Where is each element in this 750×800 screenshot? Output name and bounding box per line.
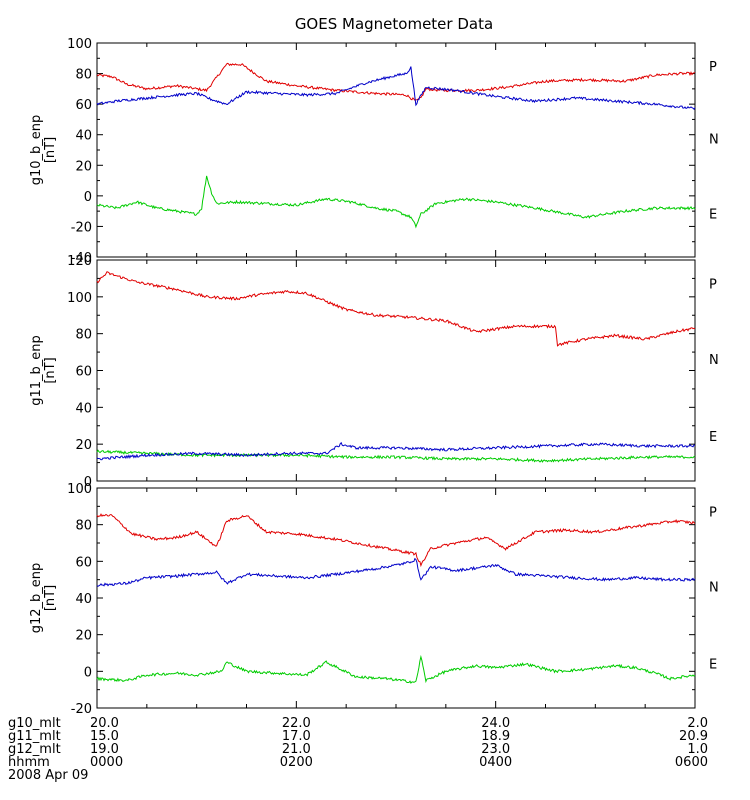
chart-title: GOES Magnetometer Data: [295, 15, 493, 33]
y-tick-label: 20: [75, 629, 92, 644]
x-tick-label: 20.0: [90, 716, 119, 731]
y-tick-label: 40: [75, 401, 92, 416]
y-tick-label: 60: [75, 365, 92, 380]
legend-label-e: E: [709, 657, 717, 672]
y-axis-unit: [nT]: [43, 137, 58, 163]
x-row-label: g11_mlt: [8, 729, 61, 744]
y-tick-label: 40: [75, 592, 92, 607]
series-line-e: [96, 557, 696, 587]
x-tick-label: 0000: [90, 755, 123, 770]
x-tick-label: 21.0: [282, 742, 311, 757]
y-axis-unit: [nT]: [43, 357, 58, 383]
series-line-e: [96, 66, 696, 110]
series-line-p: [96, 62, 696, 101]
y-tick-label: -20: [71, 220, 92, 235]
y-tick-label: 40: [75, 129, 92, 144]
x-tick-label: 0400: [479, 755, 512, 770]
panel-1: -40 -20 0 20 40 60 80 100 g10_b_enp [nT] P N E: [29, 37, 719, 266]
legend-label-n: N: [709, 133, 719, 148]
x-tick-label: 17.0: [282, 729, 311, 744]
date-label: 2008 Apr 09: [8, 768, 88, 783]
legend-label-e: E: [709, 207, 717, 222]
x-tick-label: 0600: [675, 755, 708, 770]
legend-label-p: P: [709, 60, 717, 75]
x-row-label: g10_mlt: [8, 716, 61, 731]
y-tick-label: 80: [75, 328, 92, 343]
y-axis-label: g10_b_enp: [29, 115, 44, 186]
series-line-p: [96, 271, 696, 347]
x-row-label: hhmm: [8, 755, 50, 770]
y-tick-label: 0: [84, 665, 92, 680]
y-tick-label: -40: [71, 251, 92, 266]
panel-3: -20 0 20 40 60 80 100 g12_b_enp [nT] P N E: [29, 482, 719, 717]
x-tick-label: 23.0: [481, 742, 510, 757]
x-tick-label: 22.0: [282, 716, 311, 731]
y-axis-label: g12_b_enp: [29, 563, 44, 634]
panel-frame: [96, 487, 696, 709]
series-line-e: [96, 441, 696, 461]
series-line-n: [96, 175, 696, 229]
y-tick-label: 60: [75, 555, 92, 570]
y-tick-label: 0: [84, 190, 92, 205]
legend-label-e: E: [709, 430, 717, 445]
y-axis-label: g11_b_enp: [29, 335, 44, 406]
y-tick-label: 0: [84, 475, 92, 490]
x-tick-label: 18.9: [481, 729, 510, 744]
series-line-p: [96, 513, 696, 568]
panel-2: 0 20 40 60 80 100 120 g11_b_enp [nT] P N E: [29, 254, 719, 490]
y-tick-label: 100: [67, 291, 92, 306]
x-tick-label: 1.0: [687, 742, 708, 757]
x-tick-label: 19.0: [90, 742, 119, 757]
panel-frame: [96, 42, 696, 258]
x-tick-label: 15.0: [90, 729, 119, 744]
x-tick-label: 24.0: [481, 716, 510, 731]
y-tick-label: 80: [75, 519, 92, 534]
x-row-label: g12_mlt: [8, 742, 61, 757]
y-tick-label: 20: [75, 438, 92, 453]
y-tick-label: 100: [67, 37, 92, 52]
series-line-n: [96, 654, 696, 684]
y-tick-label: 80: [75, 68, 92, 83]
y-tick-label: 100: [67, 482, 92, 497]
x-tick-label: 2.0: [687, 716, 708, 731]
y-tick-label: -20: [71, 702, 92, 717]
x-tick-label: 20.9: [679, 729, 708, 744]
legend-label-n: N: [709, 353, 719, 368]
legend-label-p: P: [709, 506, 717, 521]
y-tick-label: 20: [75, 159, 92, 174]
y-axis-unit: [nT]: [43, 585, 58, 611]
series-line-n: [96, 449, 696, 463]
x-tick-label: 0200: [280, 755, 313, 770]
legend-label-n: N: [709, 580, 719, 595]
y-tick-label: 120: [67, 254, 92, 269]
y-tick-label: 60: [75, 98, 92, 113]
legend-label-p: P: [709, 278, 717, 293]
